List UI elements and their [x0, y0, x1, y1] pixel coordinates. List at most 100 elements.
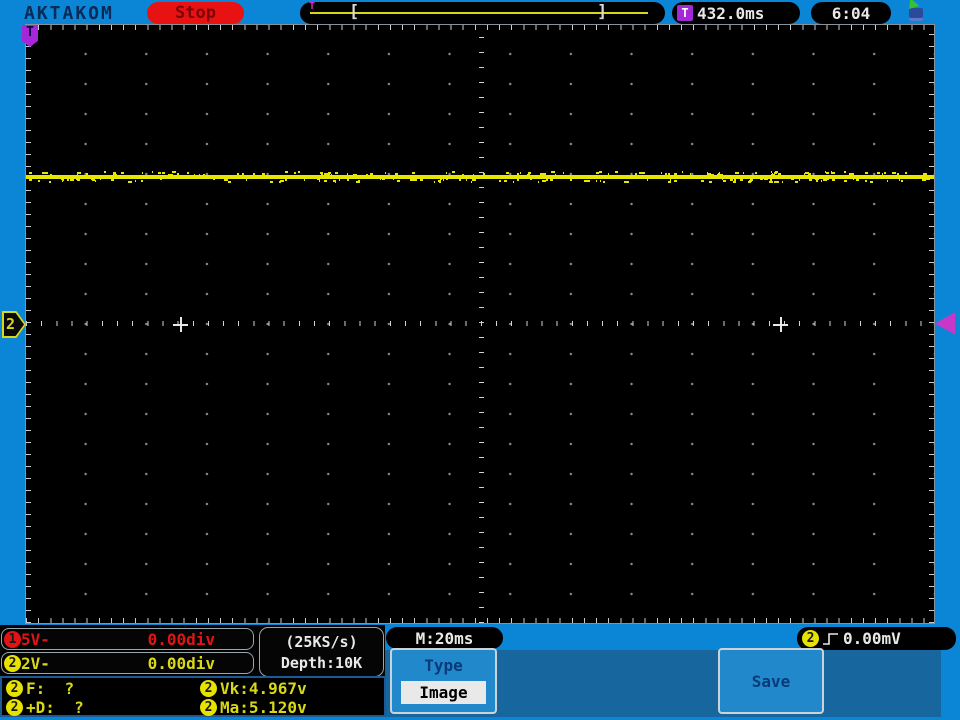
- trigger-time-value: 432.0ms: [697, 3, 765, 23]
- trace-noise-tick: [775, 180, 780, 183]
- trace-noise-tick: [110, 179, 114, 182]
- trace-noise-tick: [261, 172, 266, 175]
- trace-noise-tick: [599, 171, 602, 174]
- trace-noise-tick: [516, 172, 519, 175]
- channel2-marker-label: 2: [6, 315, 16, 333]
- trace-noise-tick: [668, 172, 670, 175]
- trace-noise-tick: [773, 172, 777, 175]
- trace-noise-tick: [901, 180, 903, 183]
- trace-noise-tick: [642, 171, 646, 174]
- trace-noise-tick: [465, 178, 467, 181]
- run-state-indicator: Stop: [147, 2, 244, 24]
- trace-noise-tick: [365, 174, 368, 176]
- rising-edge-icon: [823, 632, 838, 645]
- trace-noise-tick: [99, 178, 102, 181]
- horizontal-trigger-position-bar[interactable]: T [ ]: [300, 1, 665, 24]
- trigger-position-icon: T: [309, 1, 316, 12]
- trace-noise-tick: [472, 179, 476, 182]
- trace-noise-tick: [883, 172, 887, 175]
- trace-noise-tick: [140, 179, 143, 182]
- trace-noise-tick: [853, 178, 855, 181]
- trace-noise-tick: [346, 178, 349, 181]
- trace-noise-tick: [512, 180, 514, 183]
- trace-noise-tick: [529, 178, 533, 181]
- record-length-line: [310, 12, 648, 14]
- brand-logo: AKTAKOM: [24, 3, 114, 24]
- acquisition-info: (25KS/s) Depth:10K: [259, 627, 384, 677]
- trace-noise-tick: [781, 180, 784, 183]
- trace-noise-tick: [228, 180, 231, 183]
- trace-noise-tick: [168, 173, 172, 176]
- trace-noise-tick: [470, 180, 473, 183]
- trace-noise-tick: [639, 171, 643, 174]
- channel1-status[interactable]: 1 5V- 0.00div: [1, 628, 254, 650]
- measurement-text: F: ?: [26, 679, 75, 698]
- trace-noise-tick: [549, 178, 553, 181]
- ch2-trace: [26, 171, 934, 183]
- channel2-reference-marker[interactable]: 2: [2, 311, 26, 338]
- ch2-trace-line: [26, 175, 934, 179]
- trace-noise-tick: [540, 173, 543, 176]
- trace-noise-tick: [864, 180, 868, 182]
- trace-noise-tick: [379, 178, 382, 180]
- trace-noise-tick: [446, 178, 448, 181]
- trace-noise-tick: [905, 171, 908, 174]
- trace-noise-tick: [689, 172, 691, 175]
- channel1-position: 0.00div: [147, 629, 215, 649]
- measurements-panel: 2 F: ? 2 Vk:4.967v 2 +D: ? 2 Ma:5.120v: [0, 676, 386, 717]
- trace-noise-tick: [795, 180, 798, 183]
- trace-noise-tick: [816, 180, 818, 183]
- trace-noise-tick: [681, 171, 684, 174]
- trace-noise-tick: [503, 179, 507, 182]
- trace-noise-tick: [451, 171, 456, 174]
- trigger-icon: T: [677, 5, 693, 21]
- trace-noise-tick: [356, 180, 360, 183]
- trace-noise-tick: [826, 178, 829, 181]
- trace-noise-tick: [293, 171, 296, 174]
- channel2-status[interactable]: 2 2V- 0.00div: [1, 652, 254, 674]
- trigger-position-corner-badge[interactable]: T: [22, 25, 38, 47]
- trace-noise-tick: [623, 180, 628, 183]
- center-vertical-axis: [479, 25, 484, 623]
- trace-noise-tick: [542, 179, 546, 182]
- trace-noise-tick: [86, 172, 89, 175]
- trace-noise-tick: [607, 173, 610, 175]
- trace-noise-tick: [791, 178, 794, 181]
- menu-option-image[interactable]: Image: [401, 681, 486, 704]
- trace-noise-tick: [708, 180, 713, 183]
- measurement-vk: 2 Vk:4.967v: [196, 679, 307, 698]
- measurement-text: Vk:4.967v: [220, 679, 307, 698]
- trace-noise-tick: [528, 173, 530, 176]
- trace-noise-tick: [62, 178, 65, 181]
- trace-noise-tick: [172, 171, 174, 174]
- usb-body-shape: [909, 8, 923, 21]
- trace-noise-tick: [824, 171, 827, 174]
- trigger-level-arrow[interactable]: [934, 312, 955, 335]
- trace-noise-tick: [499, 179, 502, 182]
- trace-noise-tick: [284, 178, 288, 181]
- window-marker-cross-left: [173, 317, 188, 332]
- clock: 6:04: [811, 2, 891, 24]
- measurement-text: +D: ?: [26, 698, 84, 717]
- trace-noise-tick: [595, 172, 600, 175]
- trace-noise-tick: [392, 178, 395, 181]
- save-type-menu[interactable]: Type Image: [390, 648, 497, 714]
- trace-noise-tick: [128, 180, 132, 183]
- trace-noise-tick: [586, 179, 591, 182]
- trace-noise-tick: [353, 173, 358, 176]
- trace-noise-tick: [114, 173, 117, 176]
- trace-noise-tick: [103, 171, 106, 173]
- trace-noise-tick: [526, 173, 531, 176]
- trace-noise-tick: [76, 173, 78, 176]
- trace-noise-tick: [870, 180, 873, 183]
- channel1-badge: 1: [4, 630, 21, 648]
- measurement-duty: 2 +D: ?: [2, 698, 196, 717]
- save-button[interactable]: Save: [718, 648, 824, 714]
- measurement-badge: 2: [6, 680, 23, 697]
- trace-noise-tick: [303, 178, 305, 181]
- trace-noise-tick: [640, 171, 644, 174]
- measurement-frequency: 2 F: ?: [2, 679, 196, 698]
- trace-noise-tick: [894, 172, 897, 174]
- trace-noise-tick: [472, 173, 475, 176]
- trace-noise-tick: [602, 180, 606, 183]
